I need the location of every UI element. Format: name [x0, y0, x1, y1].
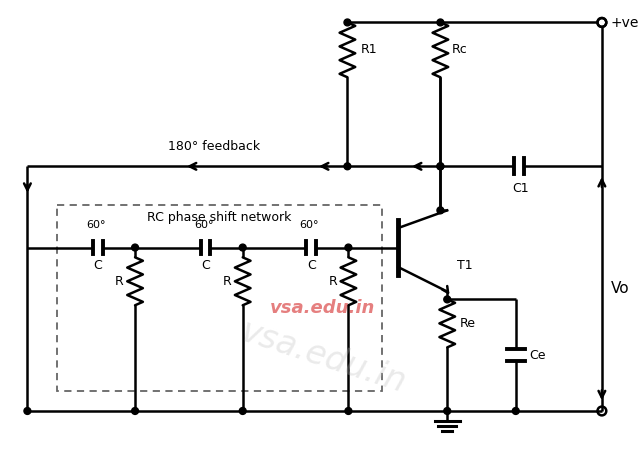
Text: 60°: 60° [86, 220, 106, 230]
Circle shape [437, 19, 444, 26]
Text: R: R [222, 275, 231, 288]
Circle shape [597, 18, 606, 27]
Text: 180° feedback: 180° feedback [169, 140, 260, 153]
Circle shape [444, 296, 451, 303]
Text: R: R [328, 275, 337, 288]
Circle shape [444, 408, 451, 414]
Text: R: R [115, 275, 124, 288]
Text: +ve: +ve [611, 16, 639, 30]
Text: C: C [94, 259, 103, 272]
Text: 60°: 60° [194, 220, 213, 230]
Text: Rc: Rc [452, 43, 468, 56]
Circle shape [345, 408, 352, 414]
Text: 60°: 60° [299, 220, 319, 230]
Text: C: C [307, 259, 315, 272]
Circle shape [239, 244, 246, 251]
Circle shape [131, 244, 138, 251]
Text: RC phase shift network: RC phase shift network [147, 212, 292, 224]
Circle shape [437, 207, 444, 214]
Text: R1: R1 [361, 43, 378, 56]
Text: Re: Re [460, 317, 476, 330]
Text: Ce: Ce [529, 349, 546, 361]
Circle shape [512, 408, 519, 414]
Circle shape [437, 163, 444, 170]
Text: T1: T1 [457, 259, 472, 272]
Circle shape [24, 408, 31, 414]
Circle shape [344, 163, 351, 170]
Text: C1: C1 [512, 182, 529, 195]
Circle shape [239, 408, 246, 414]
Text: Vo: Vo [611, 281, 629, 296]
Circle shape [437, 163, 444, 170]
Text: C: C [201, 259, 210, 272]
Text: vsa.edu.in: vsa.edu.in [271, 299, 376, 317]
Circle shape [131, 408, 138, 414]
Circle shape [344, 19, 351, 26]
Circle shape [345, 244, 352, 251]
Text: vsa.edu.in: vsa.edu.in [236, 315, 410, 400]
